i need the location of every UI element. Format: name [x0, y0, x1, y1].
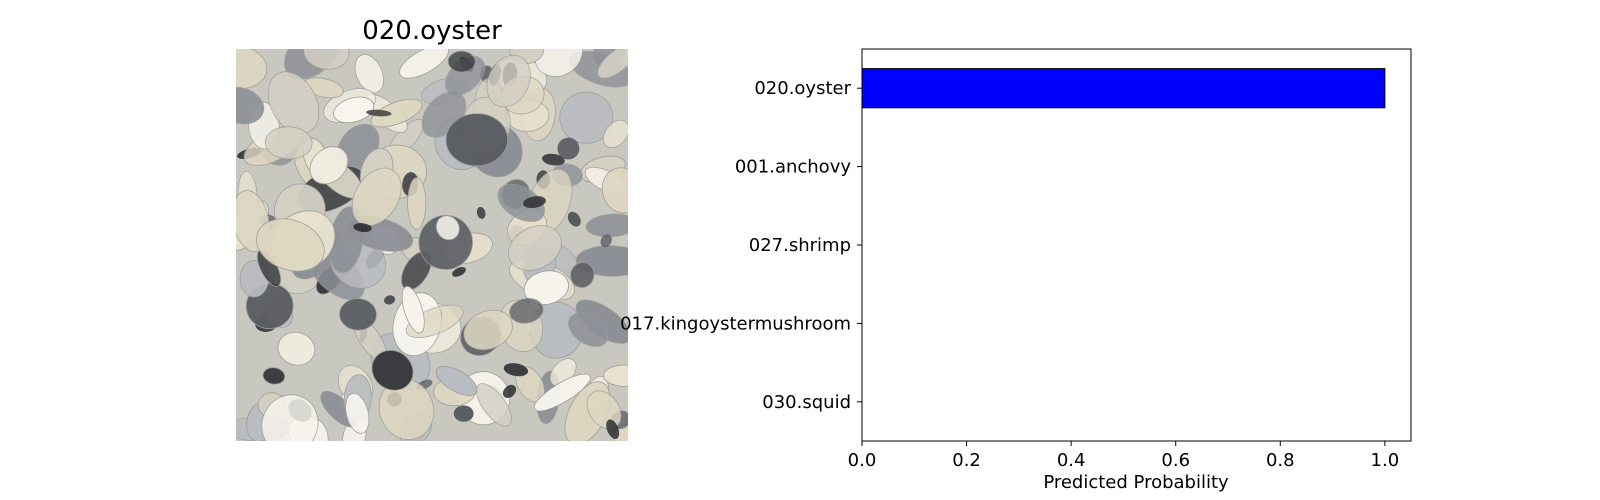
oyster-texture-blob — [559, 91, 614, 144]
oyster-texture-blob — [601, 167, 628, 214]
oyster-texture-blob — [370, 98, 423, 128]
oyster-texture-blob — [309, 146, 349, 185]
oyster-texture-blob — [339, 298, 377, 331]
oyster-texture-blob — [264, 126, 313, 160]
bar-0 — [861, 68, 1386, 109]
oyster-texture-blob — [509, 297, 544, 324]
oyster-texture-blob — [570, 262, 595, 288]
oyster-texture-blob — [476, 206, 486, 219]
oyster-texture-blob — [236, 86, 265, 125]
y-tick-label: 020.oyster — [754, 78, 851, 99]
oyster-texture-blob — [508, 225, 562, 271]
oyster-texture-blob — [401, 285, 425, 334]
y-tick-label: 030.squid — [762, 392, 851, 413]
oyster-texture-blob — [475, 383, 513, 427]
oyster-texture-blob — [267, 71, 320, 135]
oyster-texture-blob — [523, 270, 569, 306]
oyster-texture-blob — [486, 54, 531, 108]
oyster-texture-blob — [463, 309, 513, 351]
oyster-texture-blob — [447, 50, 476, 73]
oyster-photo-art — [236, 49, 628, 441]
oyster-texture-blob — [533, 373, 591, 412]
oyster-texture-blob — [354, 54, 384, 94]
oyster-texture-blob — [366, 109, 392, 117]
oyster-texture-blob — [575, 245, 628, 277]
oyster-texture-blob — [541, 153, 565, 166]
oyster-texture-blob — [261, 394, 319, 441]
oyster-texture-blob — [557, 137, 580, 160]
oyster-texture-blob — [371, 350, 414, 391]
x-tick-label: 0.0 — [848, 450, 877, 471]
y-tick-label: 027.shrimp — [749, 235, 851, 256]
oyster-texture-blob — [523, 196, 546, 209]
oyster-texture-blob — [453, 405, 474, 422]
oyster-texture-blob — [503, 363, 529, 377]
oyster-texture-blob — [502, 384, 517, 398]
oyster-texture-blob — [534, 49, 583, 77]
oyster-texture-blob — [452, 267, 466, 277]
oyster-texture-blob — [236, 49, 268, 89]
oyster-texture-blob — [567, 211, 581, 227]
oyster-texture-blob — [399, 49, 449, 79]
oyster-texture-blob — [407, 177, 427, 230]
oyster-texture-blob — [567, 312, 609, 347]
oyster-texture-blob — [435, 215, 460, 241]
oyster-texture-blob — [256, 218, 325, 272]
oyster-texture-blob — [303, 49, 350, 70]
oyster-texture-blob — [345, 392, 370, 434]
oyster-texture-blob — [597, 49, 628, 79]
oyster-texture-blob — [333, 96, 375, 124]
oyster-texture-blob — [585, 213, 628, 238]
oyster-texture-blob — [353, 223, 372, 233]
oyster-texture-blob — [600, 234, 612, 248]
oyster-texture-blob — [606, 419, 620, 439]
oyster-texture-blob — [384, 295, 396, 305]
x-tick-label: 0.6 — [1161, 450, 1190, 471]
x-tick-label: 1.0 — [1371, 450, 1400, 471]
y-tick-label: 017.kingoystermushroom — [620, 313, 851, 334]
x-tick-label: 0.2 — [952, 450, 981, 471]
x-tick-label: 0.4 — [1057, 450, 1086, 471]
oyster-photo — [236, 49, 628, 441]
image-title: 020.oyster — [362, 16, 502, 46]
oyster-texture-blob — [262, 367, 286, 385]
oyster-texture-blob — [445, 113, 508, 167]
oyster-texture-blob — [497, 183, 546, 223]
x-axis-label: Predicted Probability — [1043, 472, 1229, 493]
oyster-texture-blob — [603, 364, 628, 387]
y-tick-label: 001.anchovy — [735, 157, 851, 178]
oyster-texture-blob — [277, 331, 316, 366]
oyster-texture-blob — [435, 365, 478, 396]
x-tick-label: 0.8 — [1266, 450, 1295, 471]
oyster-texture-blob — [602, 119, 628, 149]
